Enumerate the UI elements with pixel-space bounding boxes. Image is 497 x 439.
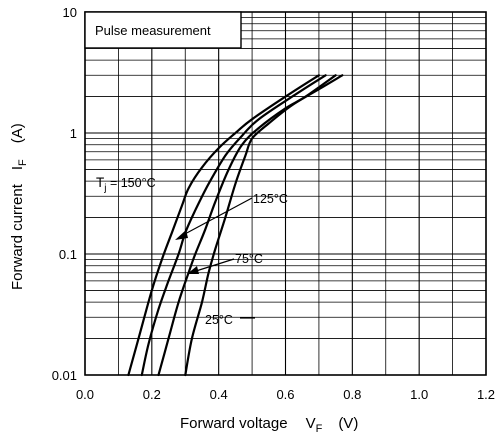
- series-label-150-symbol: T: [96, 175, 104, 190]
- series-label-75: 75°C: [235, 252, 263, 266]
- x-axis-title-unit: (V): [338, 415, 358, 432]
- x-axis-title-main: Forward voltage: [180, 415, 288, 432]
- y-axis-title-main: Forward current: [9, 183, 26, 290]
- note-box: [84, 11, 242, 49]
- tick-labels: 0.0 0.2 0.4 0.6 0.8 1.0 1.2 0.01 0.1 1 10: [52, 5, 495, 402]
- arrow-125-head: [175, 230, 188, 240]
- arrow-75: [195, 258, 235, 272]
- series-line-3: [184, 74, 344, 377]
- series-line-1: [140, 74, 327, 377]
- x-axis-title: Forward voltage VF (V): [180, 415, 358, 435]
- x-tick-label: 1.0: [410, 387, 428, 402]
- note-text: Pulse measurement: [95, 23, 211, 38]
- y-tick-label: 0.01: [52, 368, 77, 383]
- series-label-125: 125°C: [253, 192, 288, 206]
- x-axis-title-symbol: V: [306, 415, 316, 432]
- series-line-0: [127, 74, 320, 377]
- series-label-150-subscript: j: [103, 183, 106, 194]
- y-tick-label: 1: [70, 126, 77, 141]
- curve-labels: Tj = 150°C 125°C 75°C 25°C: [96, 175, 288, 327]
- series-line-2: [157, 74, 337, 377]
- plot-area: [84, 11, 487, 376]
- series-label-25: 25°C: [205, 313, 233, 327]
- series-label-150: Tj = 150°C: [96, 175, 156, 194]
- x-tick-label: 0.6: [276, 387, 294, 402]
- series-layer: [127, 74, 344, 377]
- x-tick-label: 1.2: [477, 387, 495, 402]
- x-axis-title-subscript: F: [316, 423, 323, 435]
- y-tick-label: 10: [63, 5, 77, 20]
- arrow-125: [182, 197, 253, 236]
- y-axis-title-unit: (A): [9, 123, 26, 143]
- x-tick-label: 0.4: [210, 387, 228, 402]
- y-axis-title-subscript: F: [17, 159, 29, 166]
- y-axis-title-symbol: I: [9, 166, 26, 170]
- x-tick-label: 0.2: [143, 387, 161, 402]
- arrow-75-head: [187, 266, 199, 274]
- y-tick-label: 0.1: [59, 247, 77, 262]
- x-tick-label: 0.8: [343, 387, 361, 402]
- y-axis-title: Forward current IF (A): [9, 123, 29, 290]
- series-label-150-rest: = 150°C: [106, 176, 155, 190]
- x-tick-label: 0.0: [76, 387, 94, 402]
